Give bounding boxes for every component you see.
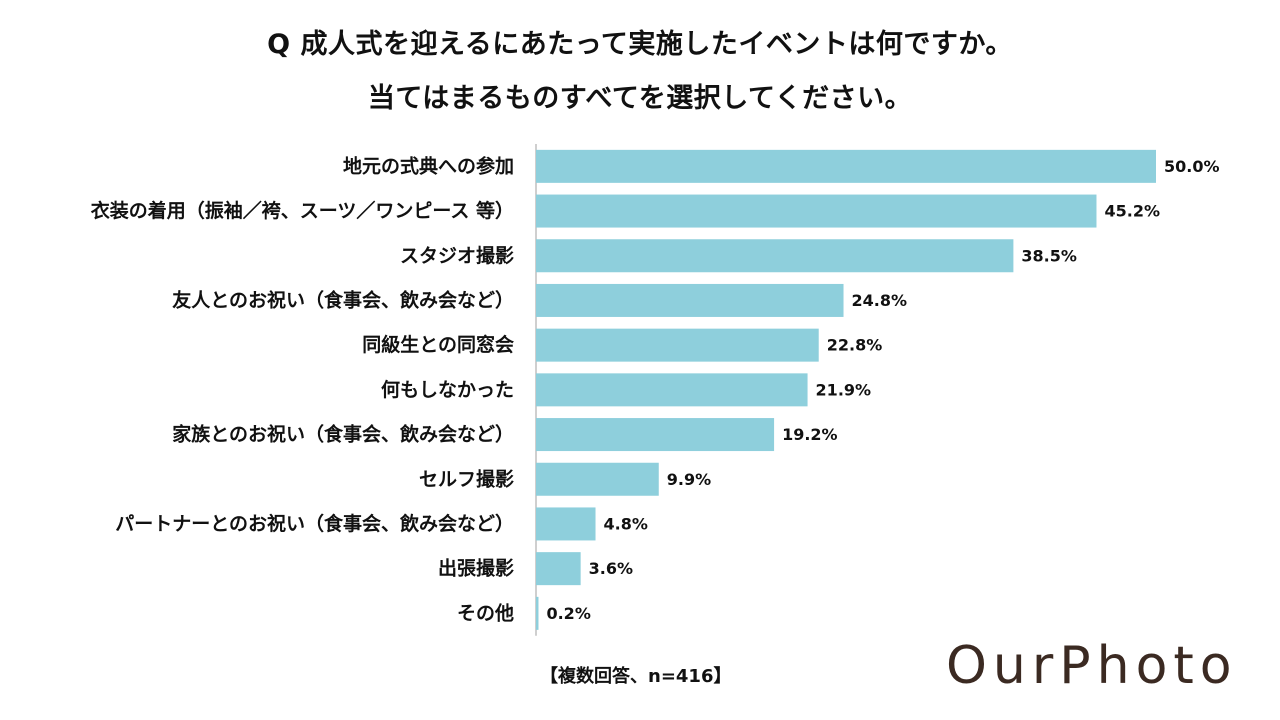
category-label-6: 家族とのお祝い（食事会、飲み会など）: [172, 423, 514, 446]
value-label-0: 50.0%: [1164, 157, 1220, 176]
bar-10: [536, 596, 539, 630]
value-label-6: 19.2%: [782, 425, 838, 444]
ourphoto-logo: OurPhoto: [946, 636, 1238, 696]
chart-title-line-1: Q 成人式を迎えるにあたって実施したイベントは何ですか。: [267, 29, 1013, 60]
category-label-5: 何もしなかった: [381, 378, 514, 401]
bar-3: [536, 283, 844, 317]
category-label-7: セルフ撮影: [419, 468, 514, 490]
bar-9: [536, 552, 581, 586]
sample-note: 【複数回答、n=416】: [540, 666, 732, 687]
category-label-4: 同級生との同窓会: [362, 333, 514, 356]
category-label-3: 友人とのお祝い（食事会、飲み会など）: [172, 288, 514, 311]
bar-8: [536, 507, 596, 541]
bar-0: [536, 149, 1156, 183]
chart-title-line-2: 当てはまるものすべてを選択してください。: [367, 83, 913, 114]
bar-5: [536, 373, 808, 407]
bar-6: [536, 418, 775, 452]
category-label-0: 地元の式典への参加: [343, 154, 514, 177]
value-label-7: 9.9%: [667, 470, 711, 489]
bar-7: [536, 462, 659, 496]
value-label-4: 22.8%: [827, 336, 883, 355]
bar-2: [536, 239, 1014, 273]
category-label-2: スタジオ撮影: [400, 245, 514, 267]
value-label-9: 3.6%: [589, 559, 633, 578]
value-label-3: 24.8%: [852, 291, 908, 310]
value-label-8: 4.8%: [604, 514, 648, 533]
bar-1: [536, 194, 1097, 228]
category-label-10: その他: [457, 601, 514, 624]
value-label-2: 38.5%: [1021, 246, 1077, 265]
category-label-9: 出張撮影: [438, 557, 514, 580]
value-label-10: 0.2%: [546, 604, 590, 623]
bar-4: [536, 328, 819, 362]
value-label-5: 21.9%: [816, 380, 872, 399]
value-label-1: 45.2%: [1104, 202, 1160, 221]
category-label-1: 衣装の着用（振袖／袴、スーツ／ワンピース 等）: [91, 199, 514, 222]
category-label-8: パートナーとのお祝い（食事会、飲み会など）: [115, 512, 514, 535]
